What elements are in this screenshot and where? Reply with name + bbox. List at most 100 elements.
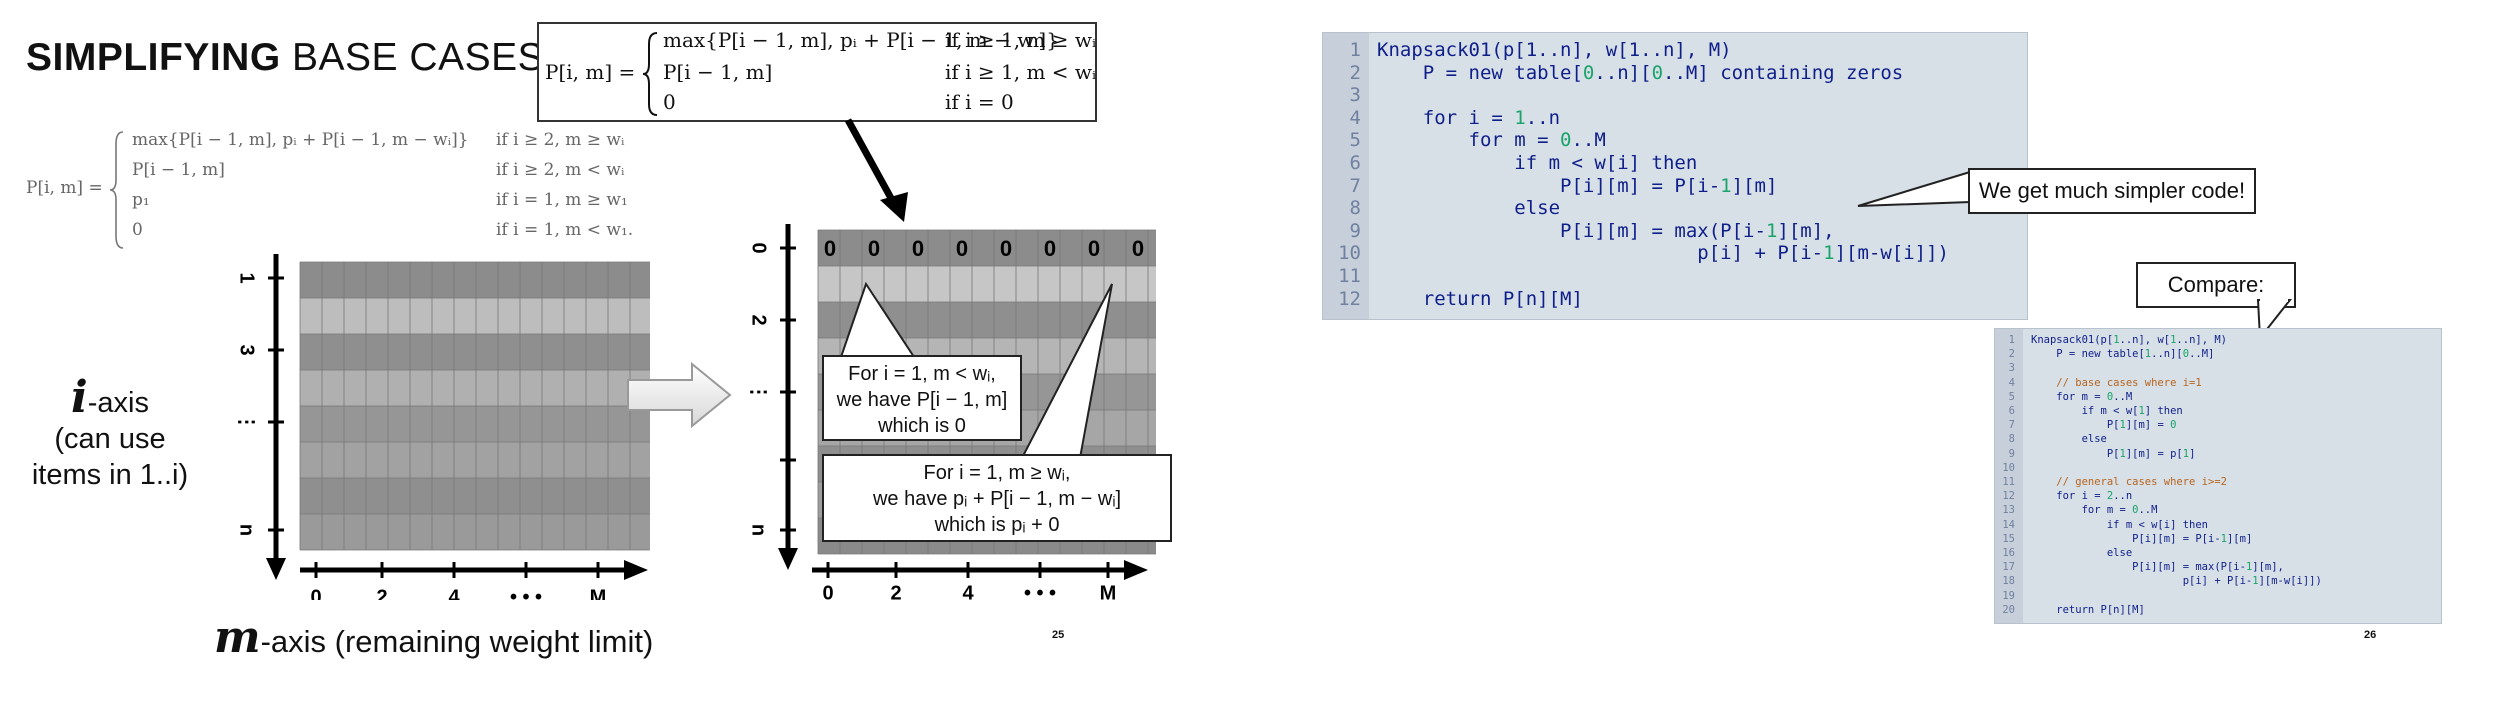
x-tick-label: 0 <box>822 582 833 600</box>
code-token: Knapsack01(p[1..n], w[1..n], M) <box>1377 39 1732 61</box>
code-token: ..M <box>1571 129 1606 152</box>
code-token: P[i][m] = max(P[i- <box>1377 219 1766 242</box>
zero-cell: 0 <box>1044 236 1056 261</box>
code-line: 17 P[i][m] = max(P[i-1][m], <box>1995 560 2441 574</box>
callout-base-case-small: For i = 1, m < wᵢ, we have P[i − 1, m] w… <box>822 355 1022 441</box>
code-line: 10 p[i] + P[i-1][m-w[i]]) <box>1323 242 2027 265</box>
line-number: 9 <box>2008 447 2015 460</box>
code-text: // general cases where i>=2 <box>2031 475 2227 489</box>
line-number: 5 <box>2008 390 2015 403</box>
callout-2-pointer <box>1020 283 1113 458</box>
code-text: P[i][m] = max(P[i-1][m], <box>2031 560 2284 574</box>
code-text: P[1][m] = p[1] <box>2031 447 2196 461</box>
page-number: 25 <box>1052 629 1065 641</box>
code-token: P[i][m] = max(P[i- <box>2031 561 2246 574</box>
line-number: 6 <box>2008 405 2015 417</box>
code-text: if m < w[i] then <box>1377 152 1697 175</box>
code-token: ..M <box>2113 390 2133 403</box>
code-token: ][m] = <box>2125 419 2171 432</box>
code-token: 1 <box>2119 419 2126 432</box>
old-rec-expr-1: max{P[i − 1, m], pᵢ + P[i − 1, m − wᵢ]} <box>132 130 469 150</box>
callout-base-case-large: For i = 1, m ≥ wᵢ, we have pᵢ + P[i − 1,… <box>822 454 1172 542</box>
x-tick-label: • • • <box>1024 582 1056 600</box>
code-text: Knapsack01(p[1..n], w[1..n], M) <box>2031 333 2227 347</box>
code-line: 8 else <box>1995 432 2441 446</box>
i-axis-arrow-icon <box>266 558 286 580</box>
code-token: 1 <box>2119 447 2126 460</box>
code-token: 0 <box>2106 390 2114 403</box>
code-token: ] then <box>2144 405 2183 417</box>
old-rec-cond-2: if i ≥ 2, m < wᵢ <box>496 160 625 180</box>
new-rec-expr-1: max{P[i − 1, m], pᵢ + P[i − 1, m − wᵢ]} <box>663 28 1059 52</box>
code-token: 1 <box>2182 447 2190 460</box>
code-token: P[i][m] = P[i- <box>1377 174 1721 197</box>
code-text: for i = 2..n <box>2031 489 2132 503</box>
line-number: 11 <box>2002 476 2015 488</box>
code-token: ..M <box>2138 504 2158 517</box>
x-tick-label: 2 <box>890 582 901 600</box>
code-token: for m = <box>1377 129 1561 152</box>
code-token: for m = <box>2031 390 2107 403</box>
table-row <box>300 334 650 370</box>
code-token: ][m], <box>1777 219 1835 242</box>
new-rec-cond-2: if i ≥ 1, m < wᵢ <box>945 60 1097 84</box>
code-token: 1 <box>2252 575 2259 588</box>
line-number: 15 <box>2002 532 2015 545</box>
left-dp-table: 1 3 ⋮ n 0 2 4 • • • M <box>236 254 650 600</box>
code-line: 14 if m < w[i] then <box>1995 518 2441 532</box>
code-text: if m < w[i] then <box>2031 518 2208 532</box>
code-line: 1 Knapsack01(p[1..n], w[1..n], M) <box>1323 39 2027 62</box>
code-token: ] <box>2189 447 2196 460</box>
code-token: ][m] <box>1731 174 1778 197</box>
zero-cell: 0 <box>912 236 924 261</box>
table-row <box>300 514 650 550</box>
code-token: 1 <box>1720 174 1732 197</box>
code-line: 9 P[1][m] = p[1] <box>1995 447 2441 461</box>
code-text: P[i][m] = P[i-1][m] <box>2031 532 2252 546</box>
line-number: 2 <box>2008 348 2015 361</box>
code-text: P[1][m] = 0 <box>2031 418 2177 432</box>
x-tick-label: 4 <box>962 582 974 600</box>
old-rec-expr-2: P[i − 1, m] <box>132 160 225 180</box>
main-code-panel: 1 Knapsack01(p[1..n], w[1..n], M) 2 P = ne… <box>1322 32 2028 320</box>
line-number: 10 <box>2002 461 2015 474</box>
line-number: 5 <box>1349 129 1361 152</box>
code-text: P = new table[1..n][0..M] <box>2031 347 2214 361</box>
code-text: P[i][m] = max(P[i-1][m], <box>1377 220 1835 243</box>
line-number-gutter <box>1323 33 1369 319</box>
code-line: 5 for m = 0..M <box>1323 129 2027 152</box>
code-token: ][m] <box>2226 532 2253 545</box>
code-token: if m < w[i] then <box>1377 152 1698 174</box>
line-number: 14 <box>2002 518 2015 531</box>
code-line: 9 P[i][m] = max(P[i-1][m], <box>1323 220 2027 243</box>
line-number: 12 <box>1338 287 1361 310</box>
y-tick-label: 1 <box>236 272 258 283</box>
code-line: 16 else <box>1995 546 2441 560</box>
line-number: 17 <box>2002 561 2015 574</box>
code-line: 15 P[i][m] = P[i-1][m] <box>1995 532 2441 546</box>
code-text: for i = 1..n <box>1377 107 1560 130</box>
line-number-gutter <box>1995 329 2023 623</box>
code-token: 1 <box>2113 334 2120 346</box>
zero-cell: 0 <box>868 236 880 261</box>
line-number: 3 <box>2008 362 2015 375</box>
code-line: 19 <box>1995 589 2441 603</box>
code-token: ..M] <box>2189 348 2215 361</box>
code-token: ..M] containing zeros <box>1663 61 1904 84</box>
old-rec-expr-3: p₁ <box>132 190 150 210</box>
y-tick-label: 0 <box>748 242 770 253</box>
code-line: 4 // base cases where i=1 <box>1995 376 2441 390</box>
code-token: 0 <box>1582 61 1595 84</box>
code-text: for m = 0..M <box>2031 503 2158 517</box>
bubble-simpler-code: We get much simpler code! <box>1968 168 2256 214</box>
code-token: P[i][m] = P[i- <box>2031 532 2221 545</box>
x-tick-label: • • • <box>510 586 542 600</box>
code-line: 8 else <box>1323 197 2027 220</box>
code-token: 1 <box>1514 106 1526 129</box>
y-tick-label: n <box>748 524 770 536</box>
y-tick-label: ⋮ <box>748 382 770 402</box>
x-tick-label: M <box>1100 582 1117 600</box>
code-text: P = new table[0..n][0..M] containing zer… <box>1377 62 1903 85</box>
code-token: 0 <box>2132 504 2139 517</box>
table-row <box>300 370 650 406</box>
